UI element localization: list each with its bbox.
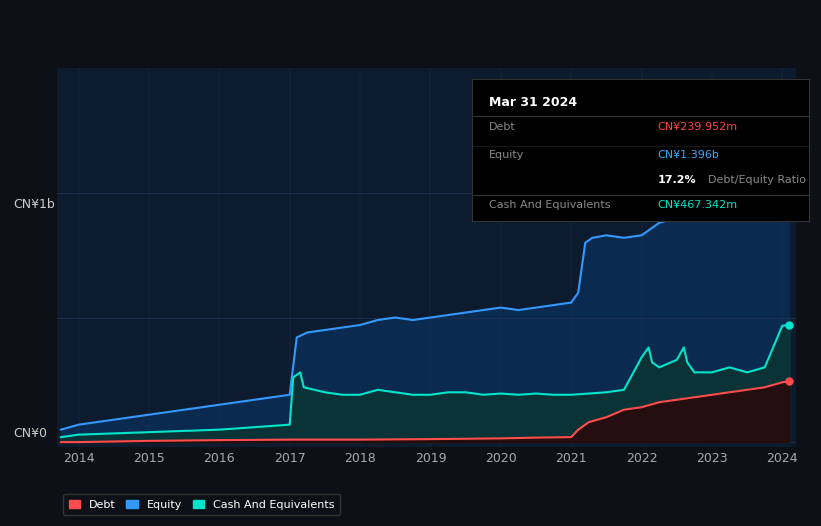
Text: CN¥467.342m: CN¥467.342m (658, 200, 737, 210)
Text: Mar 31 2024: Mar 31 2024 (489, 96, 577, 109)
Text: Cash And Equivalents: Cash And Equivalents (489, 200, 610, 210)
Legend: Debt, Equity, Cash And Equivalents: Debt, Equity, Cash And Equivalents (63, 494, 340, 515)
Text: 17.2%: 17.2% (658, 176, 696, 186)
Text: CN¥239.952m: CN¥239.952m (658, 122, 737, 132)
Text: CN¥1.396b: CN¥1.396b (658, 150, 719, 160)
Text: Debt: Debt (489, 122, 516, 132)
Text: Debt/Equity Ratio: Debt/Equity Ratio (708, 176, 805, 186)
Text: CN¥1b: CN¥1b (13, 198, 55, 211)
Text: CN¥0: CN¥0 (13, 427, 47, 440)
Text: Equity: Equity (489, 150, 525, 160)
